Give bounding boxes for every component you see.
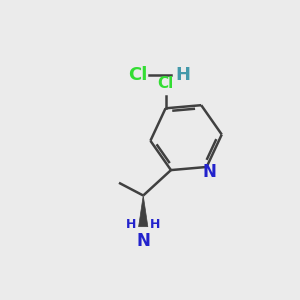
- Text: Cl: Cl: [158, 76, 174, 92]
- Text: N: N: [136, 232, 150, 250]
- Text: H: H: [150, 218, 160, 231]
- Text: H: H: [176, 66, 191, 84]
- Polygon shape: [139, 196, 148, 227]
- Text: N: N: [202, 163, 216, 181]
- Text: H: H: [126, 218, 136, 231]
- Text: Cl: Cl: [129, 66, 148, 84]
